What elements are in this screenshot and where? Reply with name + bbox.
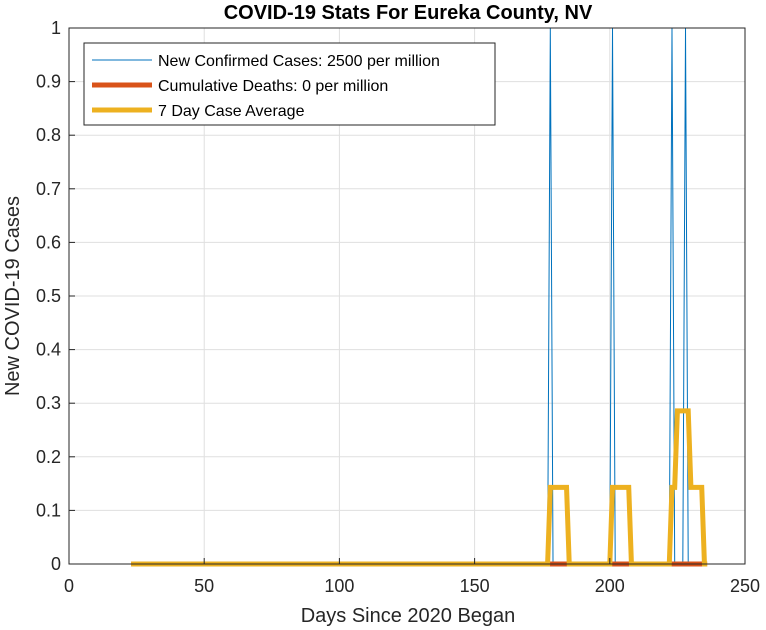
y-tick-label: 0.3	[36, 393, 61, 413]
y-axis-label: New COVID-19 Cases	[2, 196, 24, 396]
y-tick-label: 0.1	[36, 500, 61, 520]
x-tick-label: 100	[324, 576, 354, 596]
legend: New Confirmed Cases: 2500 per million Cu…	[83, 42, 496, 126]
x-axis-ticks: 0 50 100 150 200 250	[64, 558, 760, 596]
legend-label-new-cases: New Confirmed Cases: 2500 per million	[158, 53, 440, 70]
y-axis-ticks: 0 0.1 0.2 0.3 0.4 0.5 0.6 0.7 0.8 0.9 1	[36, 18, 75, 574]
y-tick-label: 0.4	[36, 340, 61, 360]
y-tick-label: 0.9	[36, 72, 61, 92]
y-tick-label: 0.7	[36, 179, 61, 199]
legend-label-deaths: Cumulative Deaths: 0 per million	[158, 78, 388, 95]
y-tick-label: 0.6	[36, 232, 61, 252]
y-tick-label: 0.5	[36, 286, 61, 306]
x-axis-label: Days Since 2020 Began	[301, 605, 516, 627]
chart-title: COVID-19 Stats For Eureka County, NV	[224, 2, 593, 24]
y-tick-label: 1	[51, 18, 61, 38]
x-tick-label: 50	[194, 576, 214, 596]
x-tick-label: 150	[460, 576, 490, 596]
legend-label-7day-average: 7 Day Case Average	[158, 103, 305, 120]
x-tick-label: 0	[64, 576, 74, 596]
legend-box	[83, 42, 496, 126]
y-tick-label: 0	[51, 554, 61, 574]
y-tick-label: 0.2	[36, 447, 61, 467]
y-tick-label: 0.8	[36, 125, 61, 145]
x-tick-label: 200	[595, 576, 625, 596]
x-tick-label: 250	[730, 576, 760, 596]
